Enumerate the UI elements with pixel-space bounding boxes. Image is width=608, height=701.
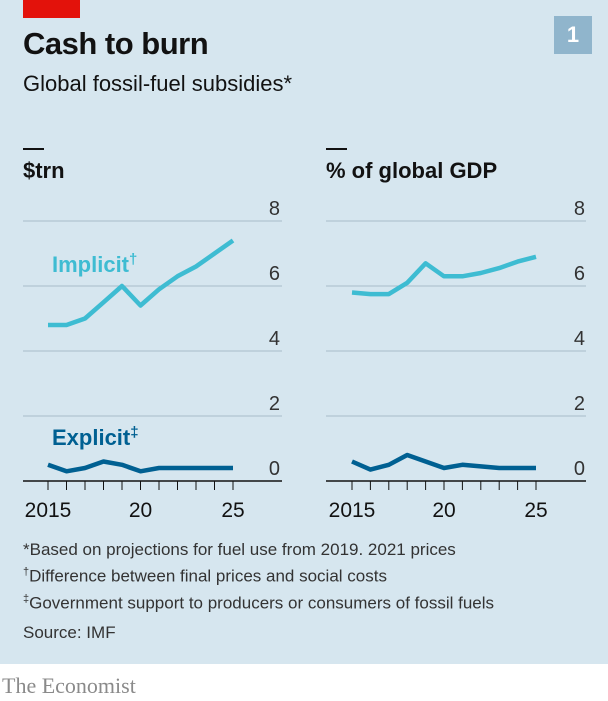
footnote-explicit-text: Government support to producers or consu…: [29, 593, 495, 613]
left-unit-rule: [23, 148, 44, 150]
right-x-tick-label-2020: 20: [432, 499, 455, 522]
left-x-tick-label-2020: 20: [129, 499, 152, 522]
left-y-tick-label-2: 2: [269, 393, 280, 415]
implicit-series-label: Implicit†: [52, 251, 137, 277]
chart-number-badge: 1: [554, 16, 592, 54]
double-dagger-mark: ‡: [23, 593, 30, 605]
right-y-tick-label-2: 2: [574, 393, 585, 415]
right-y-tick-label-6: 6: [574, 263, 585, 285]
chart-title: Cash to burn: [23, 26, 209, 61]
left-explicit-series-line: [47, 459, 233, 474]
explicit-series-label: Explicit‡: [52, 424, 139, 450]
chart-panel: Cash to burn Global fossil-fuel subsidie…: [0, 0, 608, 664]
chart-subtitle: Global fossil-fuel subsidies*: [23, 71, 293, 96]
right-x-tick-label-2025: 25: [524, 499, 547, 522]
brand-red-tag: [23, 0, 80, 18]
left-y-tick-label-0: 0: [269, 458, 280, 480]
right-explicit-series-line: [351, 452, 536, 472]
right-x-tick-label-2015: 2015: [329, 499, 376, 522]
implicit-label-footnote-mark: †: [129, 251, 137, 268]
dagger-mark: †: [23, 566, 30, 578]
footnote-projections: *Based on projections for fuel use from …: [23, 540, 456, 559]
left-y-tick-label-4: 4: [269, 328, 280, 350]
left-implicit-series-line: [48, 238, 235, 328]
explicit-label-footnote-mark: ‡: [130, 424, 138, 441]
right-y-tick-label-4: 4: [574, 328, 585, 350]
left-unit-label: $trn: [23, 158, 65, 183]
left-y-tick-label-6: 6: [269, 263, 280, 285]
right-y-tick-label-0: 0: [574, 458, 585, 480]
charts-svg: 0 2 4 6 8 2015 20 25 0 2 4 6 8 2015 20 25 Implicit† Expli…: [23, 198, 586, 522]
left-x-tick-label-2025: 25: [221, 499, 244, 522]
footnote-implicit-definition: †Difference between final prices and soc…: [23, 566, 387, 587]
right-y-tick-label-8: 8: [574, 198, 585, 220]
left-y-tick-label-8: 8: [269, 198, 280, 220]
implicit-label-text: Implicit: [52, 252, 130, 277]
explicit-label-text: Explicit: [52, 425, 131, 450]
footnote-explicit-definition: ‡Government support to producers or cons…: [23, 593, 494, 614]
footnote-implicit-text: Difference between final prices and soci…: [29, 566, 387, 586]
economist-wordmark: The Economist: [2, 673, 136, 698]
right-unit-rule: [326, 148, 347, 150]
right-unit-label: % of global GDP: [326, 158, 498, 183]
left-x-tick-label-2015: 2015: [25, 499, 72, 522]
right-implicit-series-line: [351, 254, 537, 297]
source-note: Source: IMF: [23, 623, 116, 642]
